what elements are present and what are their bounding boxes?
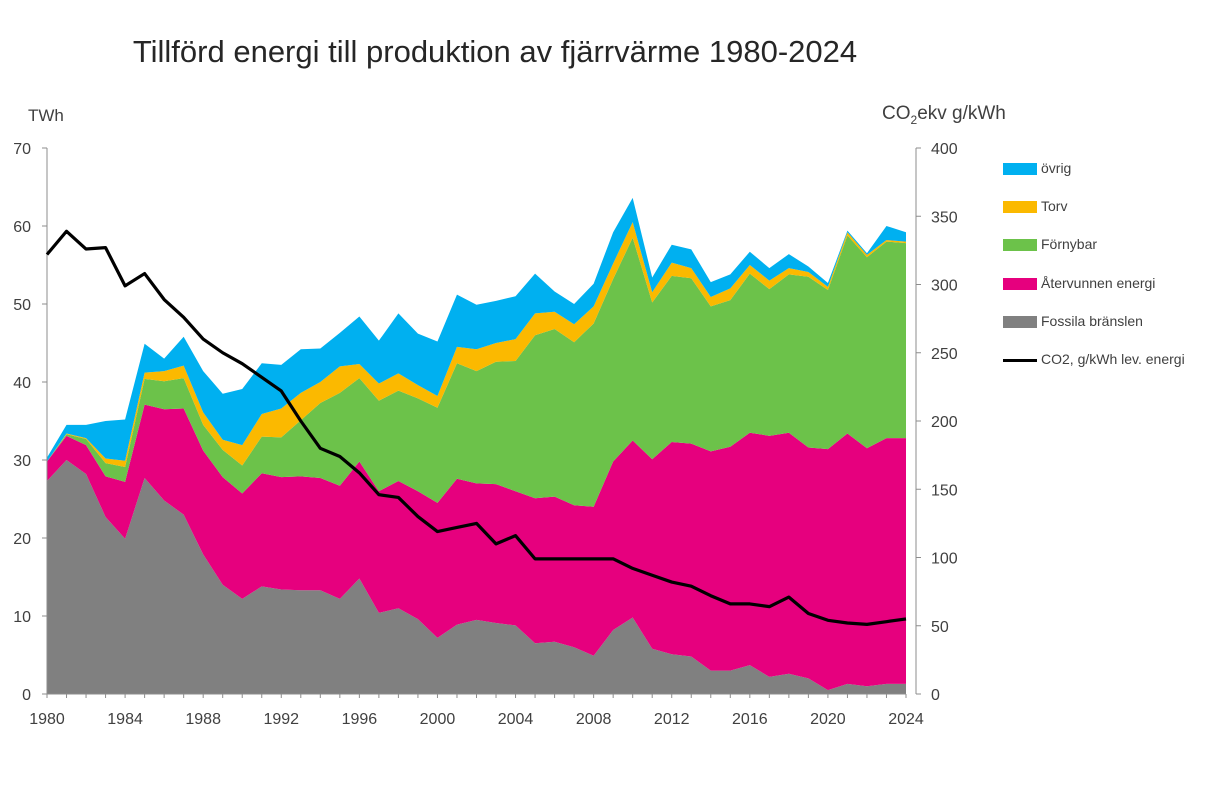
right-axis-unit-main: CO: [882, 103, 911, 124]
right-tick-label: 400: [931, 141, 958, 158]
x-tick-label: 1996: [342, 711, 378, 728]
x-tick-label: 2024: [888, 711, 924, 728]
legend-item-torv: Torv: [1003, 193, 1203, 231]
right-tick-label: 250: [931, 346, 958, 363]
stacked-areas: [47, 197, 906, 694]
right-axis-unit-rest: ekv g/kWh: [917, 103, 1006, 124]
x-tick-label: 1980: [29, 711, 65, 728]
legend-swatch-atervunnen: [1003, 277, 1037, 290]
legend-swatch-fornybar: [1003, 239, 1037, 252]
right-tick-label: 300: [931, 278, 958, 295]
legend-swatch-ovrig: [1003, 163, 1037, 175]
right-tick-label: 50: [931, 619, 949, 636]
legend-item-ovrig: övrig: [1003, 155, 1203, 193]
right-tick-label: 0: [931, 687, 940, 704]
legend-label-atervunnen: Återvunnen energi: [1041, 274, 1156, 291]
area-ovrig: [47, 197, 906, 462]
left-tick-label: 50: [13, 297, 31, 314]
right-tick-label: 350: [931, 209, 958, 226]
co2-line: [45, 229, 907, 626]
x-tick-label: 2020: [810, 711, 846, 728]
x-tick-label: 1992: [263, 711, 299, 728]
left-tick-label: 30: [13, 453, 31, 470]
right-tick-label: 100: [931, 551, 958, 568]
right-tick-label: 200: [931, 414, 958, 431]
left-tick-label: 20: [13, 531, 31, 548]
right-tick-label: 150: [931, 482, 958, 499]
legend-label-co2: CO2, g/kWh lev. energi: [1041, 350, 1185, 367]
legend-swatch-fossila: [1003, 315, 1037, 328]
legend-label-fossila: Fossila bränslen: [1041, 312, 1143, 329]
legend-item-co2: CO2, g/kWh lev. energi: [1003, 346, 1203, 384]
axes: 0 10 20 30 40 50 60 70 0 50 100 150 200 250 300 350 400 1…: [13, 141, 958, 728]
x-tick-label: 2004: [498, 711, 534, 728]
right-axis-unit-sub: 2: [910, 112, 918, 127]
area-fornybar: [47, 235, 906, 507]
left-tick-label: 40: [13, 375, 31, 392]
left-tick-label: 0: [22, 687, 31, 704]
left-tick-label: 60: [13, 219, 31, 236]
left-axis-unit: TWh: [28, 106, 64, 125]
area-atervunnen-energi: [47, 404, 906, 691]
legend-swatch-torv: [1003, 201, 1037, 214]
x-tick-label: 2000: [420, 711, 456, 728]
legend-item-fornybar: Förnybar: [1003, 231, 1203, 269]
legend: övrig Torv Förnybar Återvunnen energi Fo…: [1003, 155, 1203, 384]
x-tick-label: 2008: [576, 711, 612, 728]
x-tick-label: 2016: [732, 711, 768, 728]
left-tick-label: 10: [13, 609, 31, 626]
legend-swatch-co2: [1003, 358, 1037, 362]
legend-label-fornybar: Förnybar: [1041, 236, 1098, 253]
x-tick-label: 2012: [654, 711, 690, 728]
legend-item-atervunnen: Återvunnen energi: [1003, 270, 1203, 308]
legend-label-torv: Torv: [1041, 198, 1068, 215]
legend-label-ovrig: övrig: [1041, 160, 1072, 176]
co2-line-group: [45, 229, 907, 626]
x-tick-label: 1984: [107, 711, 143, 728]
area-fossila-branslen: [47, 460, 906, 694]
right-axis-unit: CO2ekv g/kWh: [882, 103, 1006, 127]
legend-item-fossila: Fossila bränslen: [1003, 308, 1203, 346]
chart-title: Tillförd energi till produktion av fjärr…: [132, 34, 858, 69]
x-tick-label: 1988: [185, 711, 221, 728]
left-tick-label: 70: [13, 141, 31, 158]
